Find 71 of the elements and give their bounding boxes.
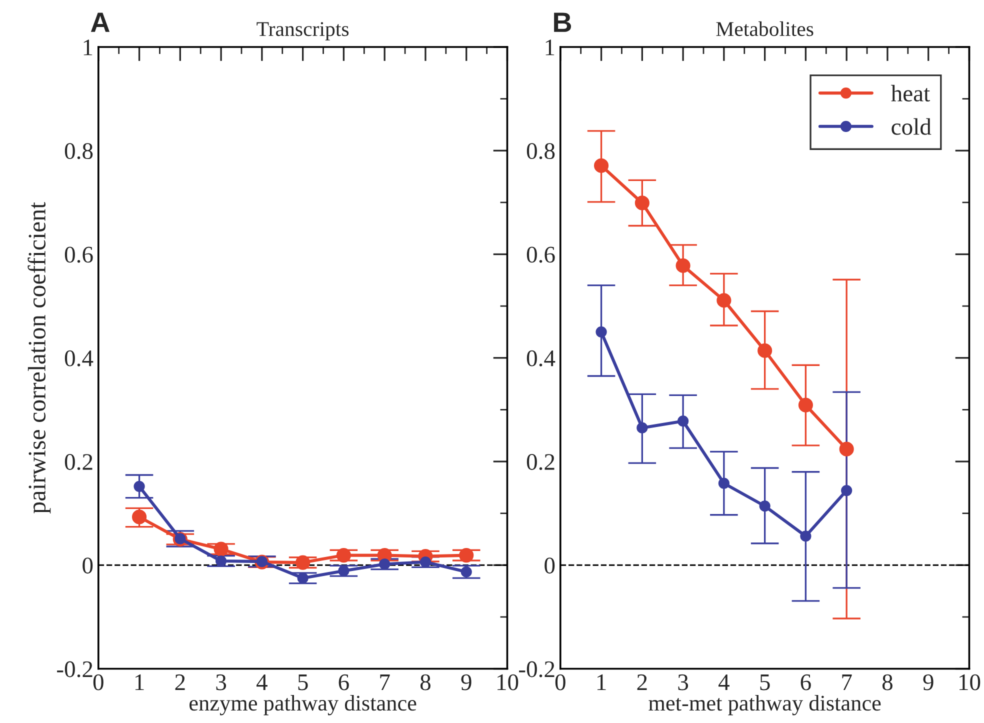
x-tick-label: 1 [597,674,606,690]
y-axis-title: pairwise correlation coefficient [28,202,51,514]
y-tick-label: 0.4 [64,350,94,366]
point [296,555,310,570]
chart-title: Transcripts [256,22,349,40]
point [338,565,350,576]
x-tick-label: 2 [175,674,185,690]
y-tick-label: 0.6 [64,246,93,263]
y-tick-label: -0.2 [57,661,92,678]
x-tick-label: 1 [135,674,144,690]
y-tick-label: 0.2 [64,454,92,470]
x-tick-label: 5 [298,674,308,690]
point [132,510,147,524]
x-axis-title: enzyme pathway distance [190,695,416,716]
y-tick-label: 0.8 [64,143,93,160]
x-tick-label: 5 [760,674,770,690]
point [594,158,609,173]
x-tick-label: 0 [555,674,566,690]
point [336,548,351,563]
legend-label: cold [892,118,932,135]
x-tick-label: 4 [718,674,730,690]
point [134,480,145,492]
legend-label: heat [891,84,930,102]
y-tick-label: -0.2 [519,661,554,678]
point [718,478,730,489]
text: B [554,12,572,32]
x-tick-label: 8 [882,674,892,690]
point [379,558,390,570]
text: A [90,12,110,32]
x-tick-label: 0 [93,674,104,690]
y-tick-label: 0.2 [526,454,554,470]
point [596,326,607,338]
x-tick-label: 7 [842,674,852,690]
x-tick-label: 9 [461,674,472,690]
point [297,572,308,584]
point [459,548,474,563]
point [798,398,813,412]
y-tick-label: 0 [82,558,93,574]
x-tick-label: 6 [338,674,349,690]
chart-title: Metabolites [716,21,814,36]
y-tick-label: 0 [544,558,555,574]
point [634,196,650,210]
x-tick-label: 6 [800,674,811,690]
point [759,500,770,512]
y-tick-label: 0.8 [526,143,555,160]
point [214,542,228,556]
x-tick-label: 9 [923,674,934,690]
point [216,555,227,567]
point [677,416,689,427]
x-tick-label: 7 [380,674,390,690]
x-tick-label: 10 [960,674,980,690]
point [420,556,432,568]
x-tick-label: 3 [678,674,688,690]
x-tick-label: 3 [216,674,226,690]
x-tick-label: 2 [637,674,647,690]
point [800,530,812,542]
y-tick-label: 0.6 [526,246,555,263]
point [636,422,648,434]
x-tick-label: 10 [498,674,518,690]
point [758,343,772,358]
point [839,442,854,456]
point [676,258,690,273]
point [716,293,732,308]
point [841,484,852,496]
y-tick-label: 0.4 [526,350,556,366]
x-tick-label: 8 [420,674,430,690]
y-tick-label: 1 [84,40,92,56]
x-tick-label: 4 [256,674,268,690]
point [460,566,472,578]
x-axis-title: met-met pathway distance [648,695,881,716]
y-tick-label: 1 [546,40,554,56]
